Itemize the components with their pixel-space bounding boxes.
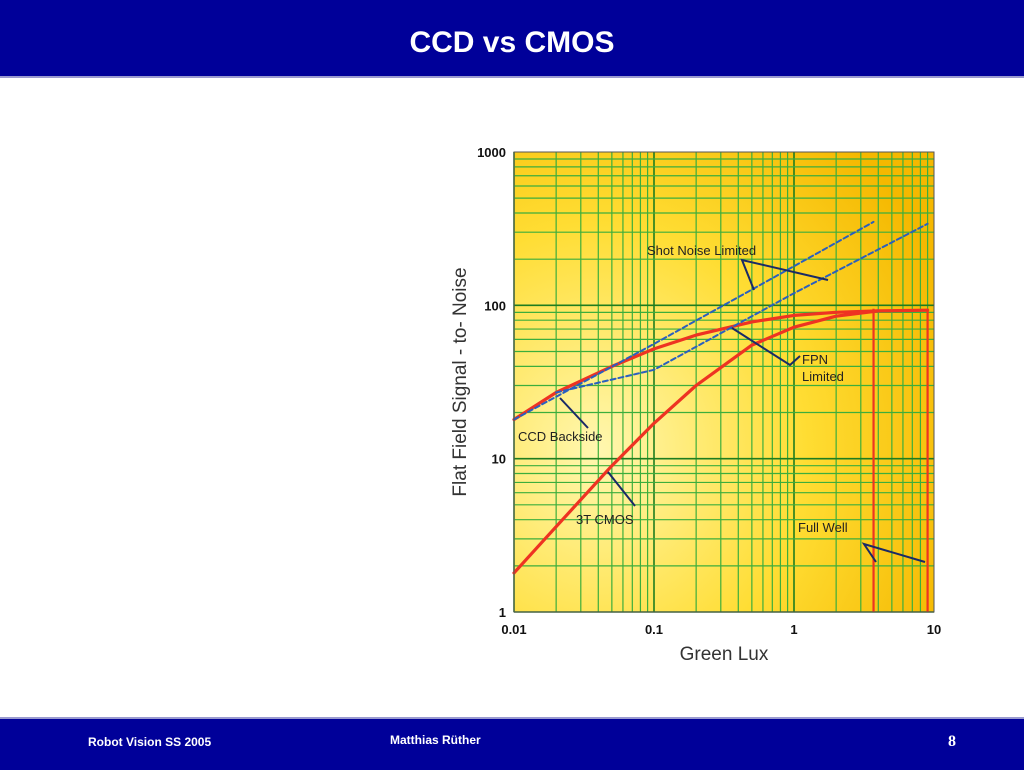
y-ticks: 1 10 100 1000 (477, 145, 506, 620)
pointer-ccd-backside (559, 397, 589, 429)
page-number: 8 (948, 733, 956, 750)
footer-author: Matthias Rüther (390, 733, 481, 747)
annotation-ccd-backside: CCD Backside (518, 429, 603, 444)
series-line (513, 220, 875, 421)
y-tick-label: 100 (484, 298, 506, 313)
annotation-pointers (559, 258, 926, 563)
x-axis-label: Green Lux (680, 644, 769, 665)
plot-frame (513, 151, 935, 613)
slide-header: CCD vs CMOS (0, 0, 1024, 78)
pointer-shot-noise (740, 258, 829, 291)
y-axis-label: Flat Field Signal - to- Noise (450, 267, 471, 496)
x-tick-label: 1 (790, 622, 797, 637)
pointer-3t-cmos (607, 471, 636, 507)
annotation-shot-noise: Shot Noise Limited (647, 243, 756, 258)
series-line (555, 222, 929, 394)
y-tick-label: 1 (499, 605, 506, 620)
pointer-full-well (861, 542, 926, 563)
pointer-fpn (731, 327, 801, 367)
grid (513, 152, 934, 613)
annotation-full-well: Full Well (798, 520, 848, 535)
annotation-3t-cmos: 3T CMOS (576, 512, 634, 527)
annotation-fpn-limited: Limited (802, 369, 844, 384)
footer-course: Robot Vision SS 2005 (88, 735, 212, 749)
slide-title: CCD vs CMOS (409, 26, 615, 59)
series-line (512, 308, 930, 575)
x-tick-label: 0.01 (501, 622, 526, 637)
x-tick-label: 10 (927, 622, 941, 637)
full-well-lines (872, 308, 929, 612)
y-tick-label: 1000 (477, 145, 506, 160)
series-layer (512, 220, 930, 575)
x-tick-label: 0.1 (645, 622, 663, 637)
annotation-fpn: FPN (802, 352, 828, 367)
series-line (512, 309, 880, 422)
y-tick-label: 10 (492, 452, 506, 467)
slide-footer: Robot Vision SS 2005 Matthias Rüther 8 (0, 717, 1024, 770)
chart: 0.01 0.1 1 10 1 10 100 1000 Green Lux Flat Fie… (450, 145, 941, 665)
x-ticks: 0.01 0.1 1 10 (501, 622, 941, 637)
